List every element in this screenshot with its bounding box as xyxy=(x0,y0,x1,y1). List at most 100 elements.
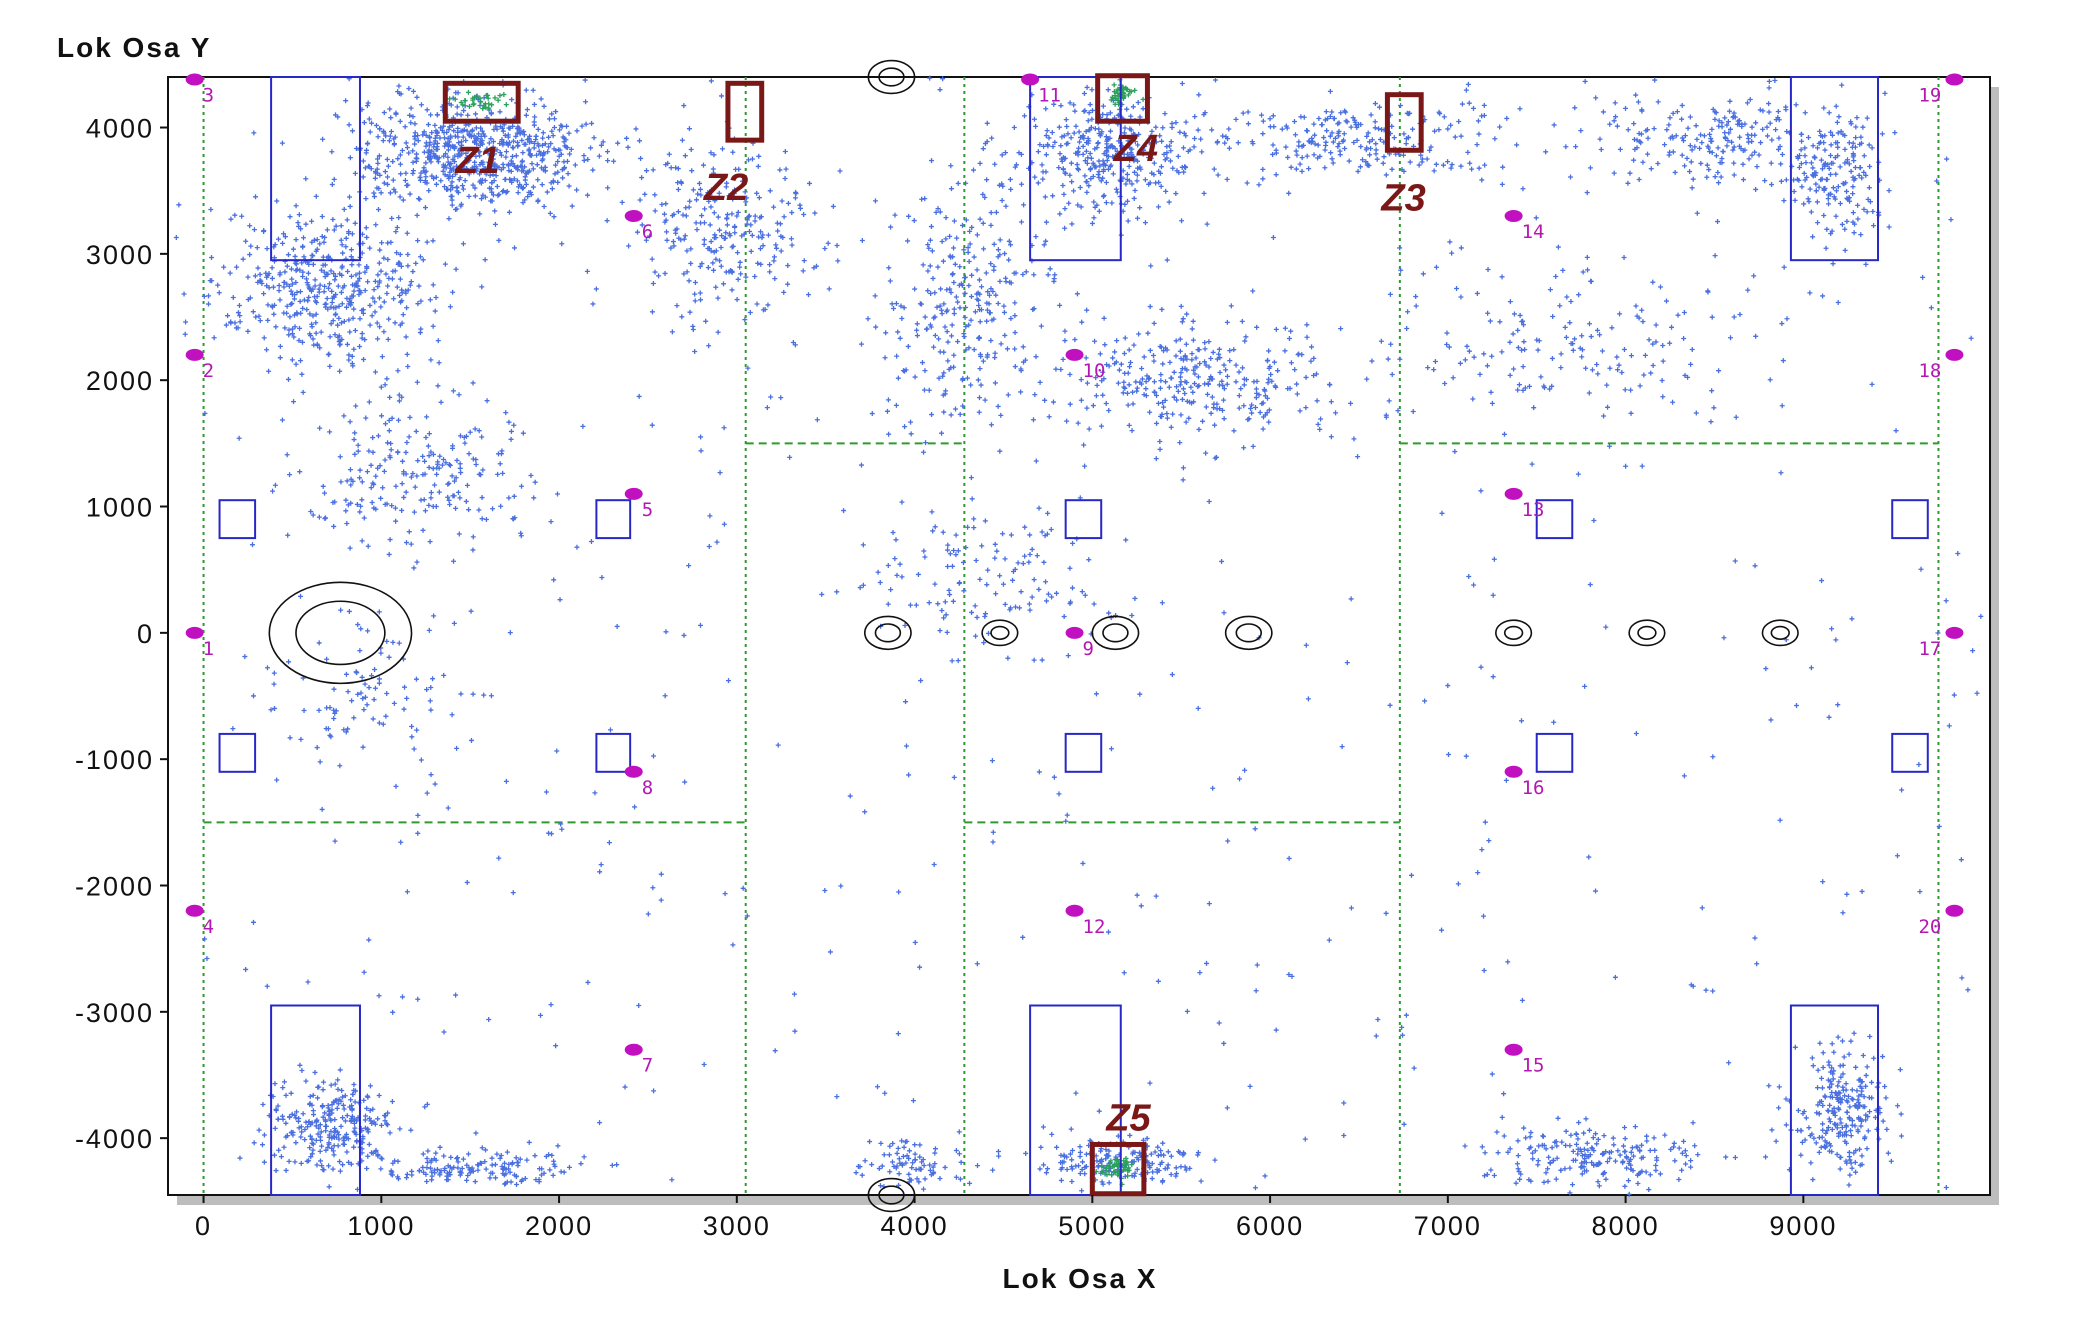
data-point xyxy=(1122,335,1128,341)
data-point xyxy=(665,160,671,166)
data-point xyxy=(1817,128,1823,134)
data-point xyxy=(1020,344,1026,350)
data-point xyxy=(1219,378,1225,384)
data-point xyxy=(1196,426,1202,432)
data-point xyxy=(1158,164,1164,170)
data-point xyxy=(490,139,496,145)
data-point xyxy=(387,190,393,196)
data-point xyxy=(1080,151,1086,157)
data-point xyxy=(1266,348,1272,354)
data-point xyxy=(414,559,420,565)
data-point xyxy=(591,135,597,141)
data-point xyxy=(555,169,561,175)
data-point xyxy=(533,133,539,139)
data-point xyxy=(1099,378,1105,384)
data-point xyxy=(470,456,476,462)
data-point xyxy=(930,275,936,281)
data-point xyxy=(1092,164,1098,170)
data-point xyxy=(694,227,700,233)
data-point xyxy=(1125,402,1131,408)
data-point xyxy=(1097,163,1103,169)
data-point xyxy=(694,197,700,203)
data-point xyxy=(496,164,502,170)
data-point xyxy=(1315,421,1321,427)
data-point xyxy=(1098,423,1104,429)
data-point xyxy=(559,241,565,247)
data-point xyxy=(287,314,293,320)
data-point xyxy=(948,186,954,192)
data-point xyxy=(1223,134,1229,140)
data-point xyxy=(385,336,391,342)
data-point xyxy=(327,281,333,287)
data-point xyxy=(1638,140,1644,146)
data-point xyxy=(1089,220,1095,226)
data-point xyxy=(1778,161,1784,167)
data-point xyxy=(1180,316,1186,322)
data-point xyxy=(752,213,758,219)
data-point xyxy=(541,203,547,209)
data-point xyxy=(257,271,263,277)
data-point xyxy=(525,137,531,143)
data-point xyxy=(309,252,315,258)
data-point xyxy=(1348,400,1354,406)
data-point xyxy=(724,222,730,228)
data-point xyxy=(1882,90,1888,96)
data-point xyxy=(508,428,514,434)
data-point xyxy=(397,260,403,266)
data-point xyxy=(304,307,310,313)
data-point xyxy=(869,411,875,417)
data-point xyxy=(1419,156,1425,162)
data-point xyxy=(1713,110,1719,116)
data-point xyxy=(955,299,961,305)
data-point xyxy=(261,335,267,341)
data-point xyxy=(442,261,448,267)
data-point xyxy=(1492,136,1498,142)
data-point xyxy=(1376,126,1382,132)
data-point xyxy=(1178,356,1184,362)
data-point xyxy=(713,248,719,254)
data-point xyxy=(1160,400,1166,406)
data-point xyxy=(445,154,451,160)
data-point xyxy=(557,127,563,133)
data-point xyxy=(375,160,381,166)
data-point xyxy=(1142,220,1148,226)
data-point xyxy=(297,325,303,331)
data-point xyxy=(1712,116,1718,122)
data-point xyxy=(954,235,960,241)
data-point xyxy=(1179,218,1185,224)
data-point xyxy=(800,268,806,274)
data-point xyxy=(662,219,668,225)
data-point xyxy=(1801,170,1807,176)
data-point xyxy=(329,182,335,188)
data-point xyxy=(1171,369,1177,375)
data-point xyxy=(528,472,534,478)
data-point xyxy=(443,460,449,466)
data-point xyxy=(1126,422,1132,428)
data-point xyxy=(887,278,893,284)
data-point xyxy=(506,161,512,167)
data-point xyxy=(1205,381,1211,387)
data-point xyxy=(296,212,302,218)
data-point xyxy=(1698,132,1704,138)
data-point xyxy=(1724,122,1730,128)
data-point xyxy=(574,187,580,193)
data-point xyxy=(1338,110,1344,116)
data-point xyxy=(762,307,768,313)
data-point xyxy=(232,212,238,218)
data-point xyxy=(1389,123,1395,129)
data-point xyxy=(749,232,755,238)
data-point xyxy=(1182,164,1188,170)
data-point xyxy=(965,245,971,251)
data-point xyxy=(497,150,503,156)
data-point xyxy=(1129,428,1135,434)
data-point xyxy=(995,247,1001,253)
data-point xyxy=(387,106,393,112)
data-point xyxy=(445,186,451,192)
data-point xyxy=(944,329,950,335)
data-point xyxy=(1058,143,1064,149)
data-point xyxy=(757,215,763,221)
data-point xyxy=(474,168,480,174)
data-point xyxy=(1130,131,1136,137)
data-point xyxy=(1329,156,1335,162)
data-point xyxy=(1076,129,1082,135)
